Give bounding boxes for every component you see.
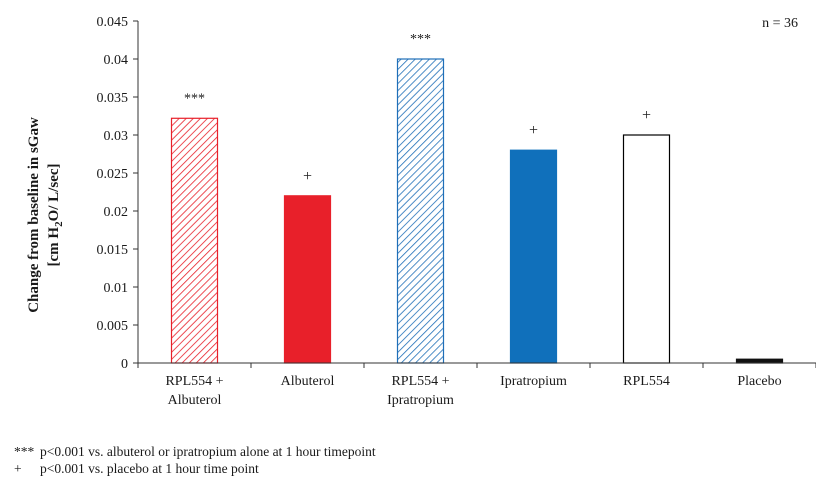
y-tick-label: 0.02 (104, 205, 129, 220)
bar-2 (396, 58, 445, 364)
bar-chart: Change from baseline in sGaw [cm H2O/ L/… (26, 15, 816, 408)
footnote-significance-placebo: + p<0.001 vs. placebo at 1 hour time poin… (14, 461, 259, 477)
x-category-label: RPL554 (623, 374, 670, 389)
footnote-symbol: *** (14, 444, 35, 459)
sample-size-annotation: n = 36 (762, 16, 798, 31)
y-axis-title-line2: [cm H2O/ L/sec] (46, 164, 65, 267)
x-category-label: Albuterol (281, 374, 335, 389)
y-tick-label: 0.015 (97, 243, 129, 258)
y-axis-title-line1: Change from baseline in sGaw (26, 117, 42, 313)
y-tick-label: 0.005 (97, 319, 129, 334)
footnote-text: p<0.001 vs. placebo at 1 hour time point (40, 461, 259, 476)
y-tick-label: 0.035 (97, 91, 129, 106)
significance-label: + (642, 107, 651, 124)
x-category-label: Ipratropium (500, 374, 567, 389)
y-tick-label: 0 (121, 357, 128, 372)
bars: *** + *** + + (170, 32, 784, 364)
y-tick-label: 0.03 (104, 129, 129, 144)
x-category-label: RPL554 + Ipratropium (387, 374, 454, 408)
y-tick-label: 0.01 (104, 281, 129, 296)
significance-label: + (303, 168, 312, 185)
bar-4 (622, 134, 671, 364)
significance-label: *** (410, 32, 431, 47)
bar-5 (735, 358, 784, 364)
y-axis-title: Change from baseline in sGaw [cm H2O/ L/… (26, 117, 65, 313)
y-axis: 0 0.005 0.01 0.015 0.02 0.025 0.03 0.035 0.04 0.0… (97, 15, 139, 372)
y-tick-label: 0.04 (104, 53, 129, 68)
y-tick-label: 0.025 (97, 167, 129, 182)
significance-label: + (529, 122, 538, 139)
bar-1 (283, 195, 332, 364)
bar-0 (170, 117, 219, 364)
footnote-symbol: + (14, 461, 22, 476)
significance-label: *** (184, 91, 205, 106)
x-category-label: Placebo (737, 374, 781, 389)
y-tick-label: 0.045 (97, 15, 129, 30)
footnote-text: p<0.001 vs. albuterol or ipratropium alo… (40, 444, 376, 459)
x-category-label: RPL554 + Albuterol (165, 374, 223, 408)
x-axis: RPL554 + Albuterol Albuterol RPL554 + Ipratr… (137, 362, 816, 408)
footnote-significance-albuterol-ipratropium: *** p<0.001 vs. albuterol or ipratropium … (14, 444, 376, 460)
bar-3 (509, 149, 558, 364)
